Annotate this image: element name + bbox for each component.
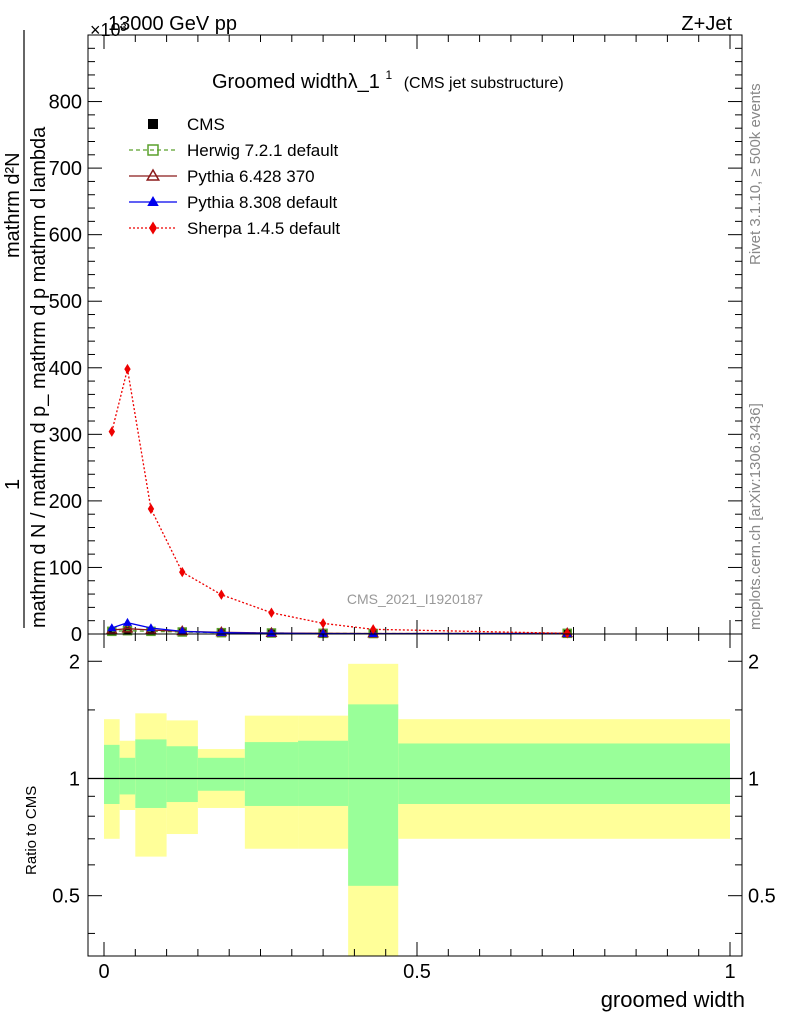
legend-marker	[147, 196, 159, 206]
y-tick-label: 400	[49, 358, 82, 380]
ratio-band-inner	[244, 742, 299, 806]
ratio-band-inner	[398, 743, 730, 804]
data-point	[124, 363, 131, 375]
x-tick-label: 0.5	[403, 961, 431, 983]
data-point	[564, 628, 571, 639]
data-point	[266, 628, 277, 637]
ratio-band-inner	[348, 704, 399, 886]
chart-title: Groomed widthλ_1 1 (CMS jet substructure…	[212, 62, 564, 93]
main-panel: 0 100 200 300 400 500 600 700 800 Groomed widthλ…	[2, 30, 743, 646]
chart-title-sup: 1	[385, 68, 392, 82]
legend: CMS Herwig 7.2.1 default Pythia 6.428 370 P…	[129, 115, 340, 238]
legend-entry: Sherpa 1.4.5 default	[129, 219, 340, 238]
data-point	[218, 589, 225, 600]
data-point	[319, 618, 327, 629]
legend-label: Pythia 6.428 370	[187, 167, 315, 186]
data-point	[147, 503, 155, 515]
legend-label: Herwig 7.2.1 default	[187, 141, 338, 160]
y-tick-label: 200	[49, 491, 82, 513]
process-label: Z+Jet	[681, 13, 732, 35]
ratio-band-inner	[197, 757, 245, 791]
ratio-uncertainty-bands	[104, 663, 730, 956]
data-point	[268, 607, 275, 618]
ratio-plot-frame	[87, 633, 743, 957]
legend-label: Sherpa 1.4.5 default	[187, 219, 340, 238]
ratio-band-inner	[166, 746, 198, 803]
series-line	[111, 368, 568, 634]
ratio-y-tick-label-right: 1	[748, 768, 759, 790]
mcplots-label: mcplots.cern.ch [arXiv:1306.3436]	[747, 403, 764, 630]
ratio-band-inner	[298, 740, 349, 806]
data-point	[107, 623, 117, 632]
legend-entry: Herwig 7.2.1 default	[129, 141, 338, 160]
y-tick-label: 800	[49, 92, 82, 114]
data-point	[146, 623, 156, 632]
ratio-band-inner	[119, 757, 136, 795]
ratio-y-ticks: 0.5 0.5 1 1 2 2	[52, 651, 776, 934]
main-y-axis-label: 1 mathrm d²N mathrm d N / mathrm d p_ ma…	[2, 30, 50, 628]
y-tick-label: 0	[71, 624, 82, 646]
x-tick-label: 1	[724, 961, 735, 983]
y-label-numerator: 1	[2, 479, 24, 490]
ratio-x-ticks: 0 0.5 1	[98, 634, 736, 983]
legend-marker	[149, 221, 157, 235]
legend-entry: CMS	[148, 115, 225, 134]
ratio-y-tick-label-right: 2	[748, 651, 759, 673]
main-series	[105, 363, 574, 639]
x-tick-label: 0	[98, 961, 109, 983]
y-tick-label: 600	[49, 225, 82, 247]
chart-title-sub: (CMS jet substructure)	[404, 75, 564, 92]
y-tick-label: 700	[49, 158, 82, 180]
data-point	[146, 627, 155, 636]
x-axis-label: groomed width	[601, 987, 745, 1012]
ratio-y-axis-label: Ratio to CMS	[23, 786, 40, 875]
legend-marker	[147, 144, 159, 156]
y-tick-label: 300	[49, 424, 82, 446]
y-tick-label: 100	[49, 557, 82, 579]
legend-label: CMS	[187, 115, 225, 134]
ratio-y-tick-label-right: 0.5	[748, 886, 776, 908]
data-point	[369, 624, 377, 635]
analysis-watermark: CMS_2021_I1920187	[347, 591, 483, 607]
y-multiplier-label: ×10³	[90, 20, 127, 40]
legend-marker	[148, 119, 158, 129]
data-point	[177, 626, 187, 635]
legend-marker	[145, 168, 161, 181]
y-label-denominator: mathrm d N / mathrm d p_ mathrm d p math…	[28, 126, 50, 628]
data-point	[108, 426, 116, 437]
legend-entry: Pythia 8.308 default	[129, 193, 338, 212]
series-herwig-7-2-1-default	[107, 625, 572, 639]
ratio-y-tick-label: 2	[69, 651, 80, 673]
legend-entry: Pythia 6.428 370	[129, 167, 315, 186]
energy-label: 13000 GeV pp	[108, 13, 237, 35]
series-sherpa-1-4-5-default	[108, 363, 571, 639]
y-label-top: mathrm d²N	[2, 152, 24, 258]
rivet-label: Rivet 3.1.10, ≥ 500k events	[747, 83, 764, 265]
ratio-y-tick-label: 1	[69, 768, 80, 790]
legend-label: Pythia 8.308 default	[187, 193, 338, 212]
ratio-panel: 0.5 0.51 12 2 0 0.5 1 Ratio to CMS groomed wi…	[23, 633, 776, 1012]
series-line	[111, 630, 568, 635]
data-point	[122, 617, 133, 626]
main-y-ticks: 0 100 200 300 400 500 600 700 800	[49, 47, 742, 646]
ratio-y-tick-label: 0.5	[52, 886, 80, 908]
ratio-band-inner	[104, 744, 120, 804]
data-point	[318, 628, 328, 637]
data-point	[179, 566, 186, 578]
y-tick-label: 500	[49, 291, 82, 313]
ratio-band-inner	[135, 739, 167, 808]
chart-title-main: Groomed widthλ_1	[212, 71, 380, 93]
data-point	[121, 622, 134, 633]
